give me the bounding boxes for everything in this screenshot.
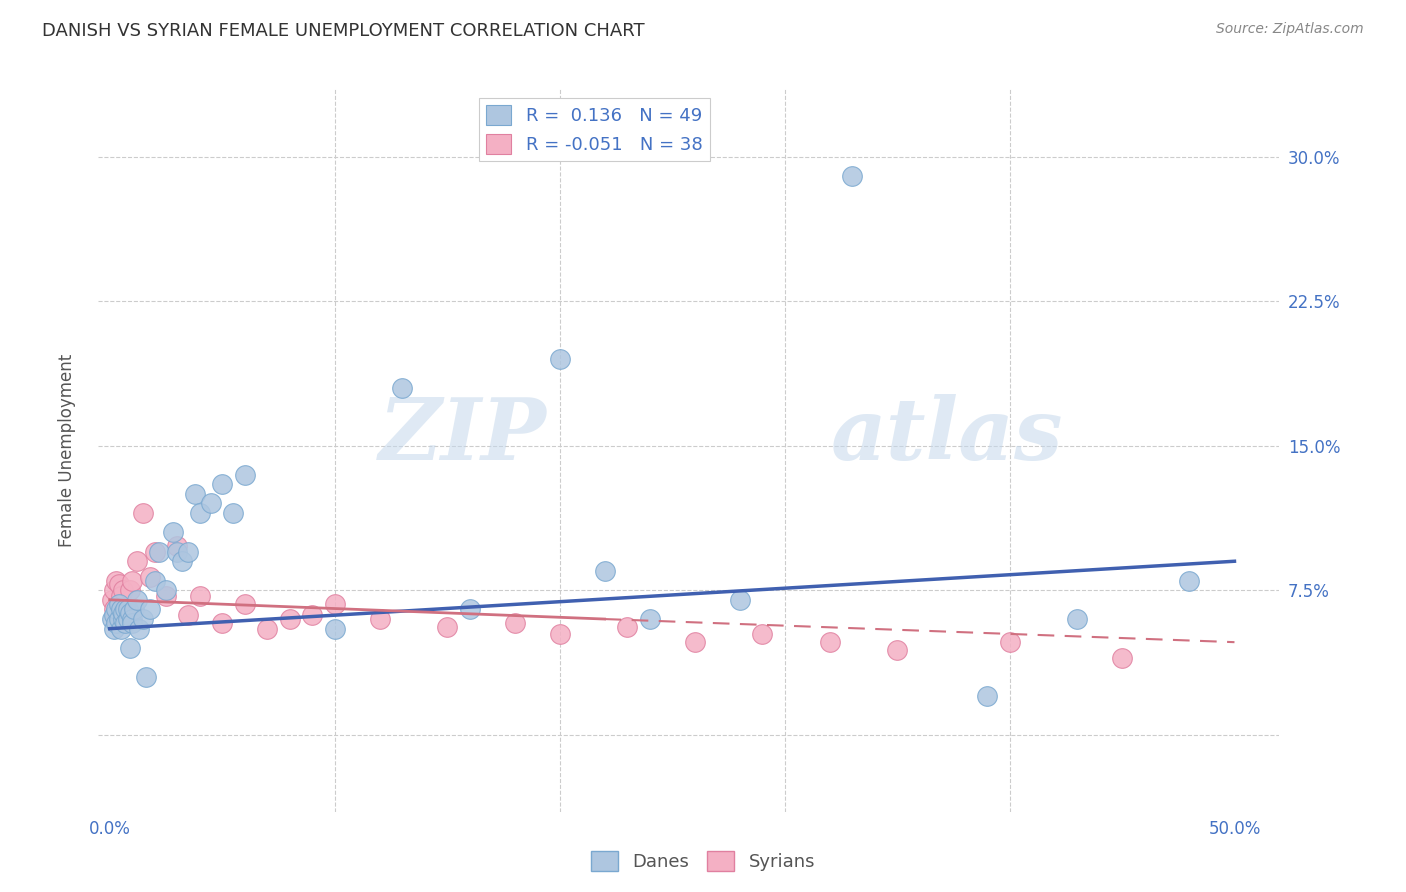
- Point: [101, 592, 124, 607]
- Point: [1066, 612, 1088, 626]
- Point: [548, 627, 571, 641]
- Point: [103, 583, 125, 598]
- Point: [112, 612, 135, 626]
- Point: [323, 597, 346, 611]
- Legend: R =  0.136   N = 49, R = -0.051   N = 38: R = 0.136 N = 49, R = -0.051 N = 38: [479, 98, 710, 161]
- Point: [139, 602, 162, 616]
- Point: [121, 612, 143, 626]
- Point: [125, 592, 148, 607]
- Point: [124, 602, 146, 616]
- Point: [143, 574, 166, 588]
- Point: [105, 574, 128, 588]
- Point: [301, 608, 323, 623]
- Point: [841, 169, 863, 183]
- Point: [143, 544, 166, 558]
- Point: [368, 612, 391, 626]
- Point: [135, 670, 157, 684]
- Point: [458, 602, 481, 616]
- Y-axis label: Female Unemployment: Female Unemployment: [58, 354, 76, 547]
- Point: [105, 612, 128, 626]
- Legend: Danes, Syrians: Danes, Syrians: [583, 844, 823, 879]
- Point: [166, 539, 188, 553]
- Point: [117, 612, 139, 626]
- Point: [110, 589, 132, 603]
- Point: [132, 506, 155, 520]
- Point: [184, 487, 207, 501]
- Point: [503, 615, 526, 630]
- Point: [155, 583, 177, 598]
- Point: [211, 477, 233, 491]
- Point: [548, 351, 571, 366]
- Point: [211, 615, 233, 630]
- Point: [103, 608, 125, 623]
- Point: [121, 574, 143, 588]
- Point: [233, 597, 256, 611]
- Point: [1111, 650, 1133, 665]
- Point: [101, 612, 124, 626]
- Point: [121, 615, 143, 630]
- Point: [1178, 574, 1201, 588]
- Point: [222, 506, 245, 520]
- Text: Source: ZipAtlas.com: Source: ZipAtlas.com: [1216, 22, 1364, 37]
- Point: [391, 381, 413, 395]
- Point: [118, 583, 141, 598]
- Point: [112, 607, 135, 621]
- Point: [638, 612, 661, 626]
- Point: [114, 615, 136, 630]
- Point: [117, 602, 139, 616]
- Point: [128, 622, 150, 636]
- Point: [436, 620, 458, 634]
- Point: [170, 554, 193, 568]
- Point: [118, 640, 141, 655]
- Point: [188, 589, 211, 603]
- Point: [107, 612, 129, 626]
- Point: [114, 602, 136, 616]
- Point: [105, 615, 128, 630]
- Point: [103, 602, 125, 616]
- Point: [683, 635, 706, 649]
- Point: [107, 597, 129, 611]
- Point: [155, 589, 177, 603]
- Point: [200, 496, 222, 510]
- Point: [177, 608, 200, 623]
- Point: [107, 602, 129, 616]
- Point: [107, 577, 129, 591]
- Text: DANISH VS SYRIAN FEMALE UNEMPLOYMENT CORRELATION CHART: DANISH VS SYRIAN FEMALE UNEMPLOYMENT COR…: [42, 22, 645, 40]
- Point: [256, 622, 278, 636]
- Point: [593, 564, 616, 578]
- Point: [976, 689, 998, 703]
- Point: [110, 602, 132, 616]
- Point: [886, 643, 908, 657]
- Point: [112, 583, 135, 598]
- Point: [998, 635, 1021, 649]
- Point: [751, 627, 773, 641]
- Point: [323, 622, 346, 636]
- Point: [233, 467, 256, 482]
- Point: [162, 525, 184, 540]
- Point: [125, 554, 148, 568]
- Point: [118, 607, 141, 621]
- Point: [132, 612, 155, 626]
- Text: ZIP: ZIP: [380, 394, 547, 478]
- Point: [139, 569, 162, 583]
- Point: [188, 506, 211, 520]
- Point: [818, 635, 841, 649]
- Point: [616, 620, 638, 634]
- Point: [148, 544, 170, 558]
- Point: [114, 602, 136, 616]
- Point: [728, 592, 751, 607]
- Point: [105, 602, 128, 616]
- Point: [103, 622, 125, 636]
- Point: [177, 544, 200, 558]
- Point: [117, 612, 139, 626]
- Point: [278, 612, 301, 626]
- Text: atlas: atlas: [831, 394, 1063, 478]
- Point: [166, 544, 188, 558]
- Point: [110, 622, 132, 636]
